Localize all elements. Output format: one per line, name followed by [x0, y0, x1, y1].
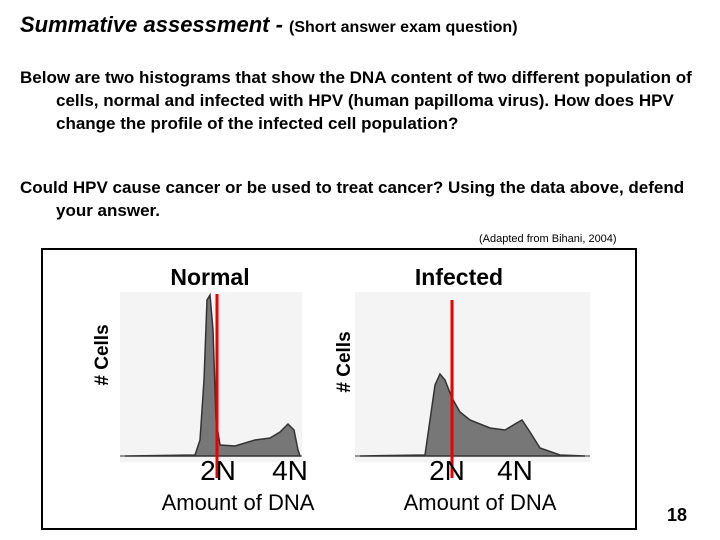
- x-label: Amount of DNA: [162, 490, 315, 515]
- page-number: 18: [667, 505, 688, 525]
- panel-title: Infected: [415, 264, 503, 290]
- x-label: Amount of DNA: [404, 490, 557, 515]
- subtitle: (Short answer exam question): [289, 19, 518, 36]
- x-tick-label: 2N: [429, 455, 465, 486]
- citation: (Adapted from Bihani, 2004): [479, 233, 617, 245]
- panel-normal: Normal # Cells 2N 4N Amount of DNA: [92, 264, 315, 515]
- title: Summative assessment -: [20, 12, 290, 37]
- y-label: # Cells: [334, 331, 355, 392]
- histogram: [124, 292, 302, 457]
- x-tick-label: 4N: [272, 455, 308, 486]
- y-label: # Cells: [92, 324, 113, 385]
- x-tick-label: 2N: [200, 455, 236, 486]
- question-2: Could HPV cause cancer or be used to tre…: [20, 178, 685, 220]
- figure-border: [41, 248, 637, 530]
- panel-infected: Infected # Cells 2N 4N Amount of DNA: [334, 264, 590, 515]
- panel-title: Normal: [170, 264, 249, 290]
- x-tick-label: 4N: [497, 455, 533, 486]
- question-1: Below are two histograms that show the D…: [20, 68, 692, 133]
- histogram: [359, 372, 586, 457]
- header: Summative assessment - (Short answer exa…: [20, 12, 518, 38]
